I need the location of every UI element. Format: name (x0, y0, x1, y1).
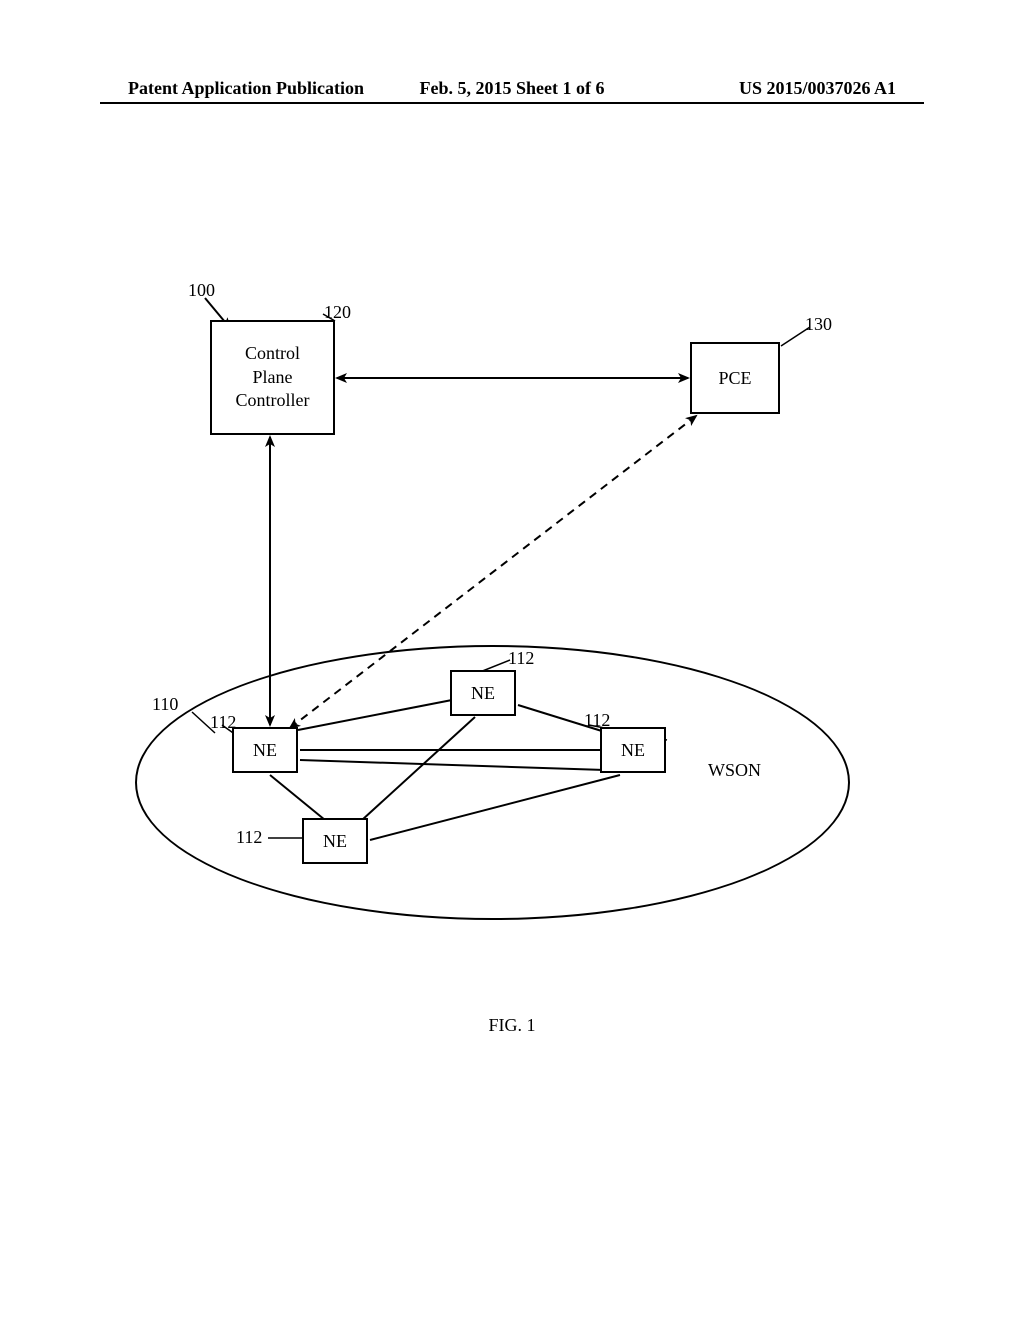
ne-label: NE (621, 740, 645, 761)
ne-node-left: NE (232, 727, 298, 773)
figure-caption: FIG. 1 (488, 1015, 535, 1036)
control-plane-controller-box: Control Plane Controller (210, 320, 335, 435)
ne-label: NE (471, 683, 495, 704)
ne-node-top: NE (450, 670, 516, 716)
ne-node-bottom: NE (302, 818, 368, 864)
header-right: US 2015/0037026 A1 (739, 78, 896, 99)
ref-label-100: 100 (188, 280, 215, 301)
ref-label-112-top: 112 (508, 648, 534, 669)
header-center: Feb. 5, 2015 Sheet 1 of 6 (420, 78, 605, 99)
page: Patent Application Publication Feb. 5, 2… (0, 0, 1024, 1320)
ref-label-112-bottom: 112 (236, 827, 262, 848)
ref-label-110: 110 (152, 694, 178, 715)
ref-label-130: 130 (805, 314, 832, 335)
ref-label-120: 120 (324, 302, 351, 323)
diagram-fig1: Control Plane Controller PCE NE NE NE NE… (130, 280, 890, 930)
ne-label: NE (323, 831, 347, 852)
ref-label-112-left: 112 (210, 712, 236, 733)
ref-label-112-right: 112 (584, 710, 610, 731)
wson-label: WSON (708, 760, 761, 781)
header-left: Patent Application Publication (128, 78, 364, 99)
pce-label: PCE (718, 368, 751, 389)
controller-label: Control Plane Controller (236, 342, 310, 412)
ne-node-right: NE (600, 727, 666, 773)
pce-box: PCE (690, 342, 780, 414)
header-divider (100, 102, 924, 104)
ne-label: NE (253, 740, 277, 761)
